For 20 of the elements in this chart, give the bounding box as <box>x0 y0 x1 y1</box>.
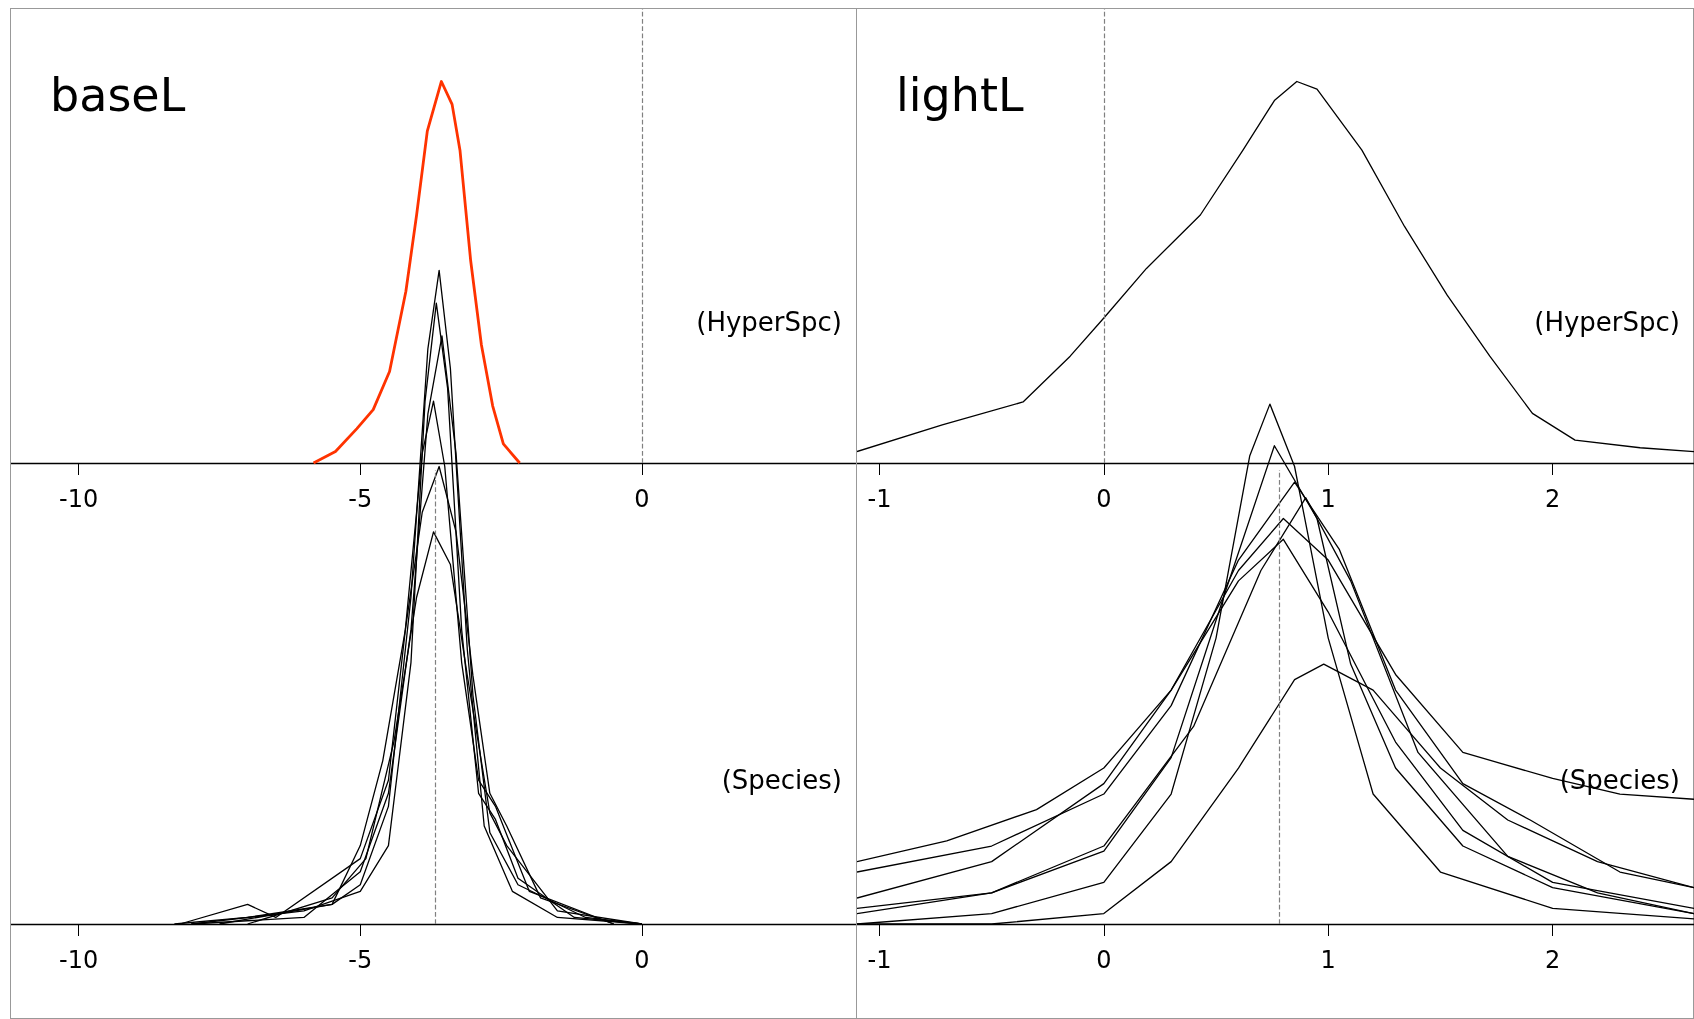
annotation: (HyperSpc) <box>696 306 842 337</box>
x-tick-label: 0 <box>1096 485 1112 513</box>
x-tick-label: -5 <box>348 485 373 513</box>
x-tick-label: -1 <box>867 946 892 974</box>
x-tick-label: 2 <box>1544 946 1561 974</box>
chart-title: baseL <box>50 68 186 122</box>
x-tick-label: 0 <box>634 946 650 974</box>
annotation: (Species) <box>721 765 843 796</box>
x-tick-label: 1 <box>1320 946 1336 974</box>
x-tick-label: -1 <box>867 485 892 513</box>
x-tick-label: 0 <box>1096 946 1112 974</box>
x-tick-label: -10 <box>59 946 99 974</box>
chart-title: lightL <box>896 68 1024 122</box>
x-tick-label: 0 <box>634 485 650 513</box>
x-tick-label: 2 <box>1544 485 1561 513</box>
annotation: (Species) <box>1559 765 1681 796</box>
annotation: (HyperSpc) <box>1534 306 1680 337</box>
x-tick-label: 1 <box>1320 485 1336 513</box>
x-tick-label: -5 <box>348 946 373 974</box>
x-tick-label: -10 <box>59 485 99 513</box>
